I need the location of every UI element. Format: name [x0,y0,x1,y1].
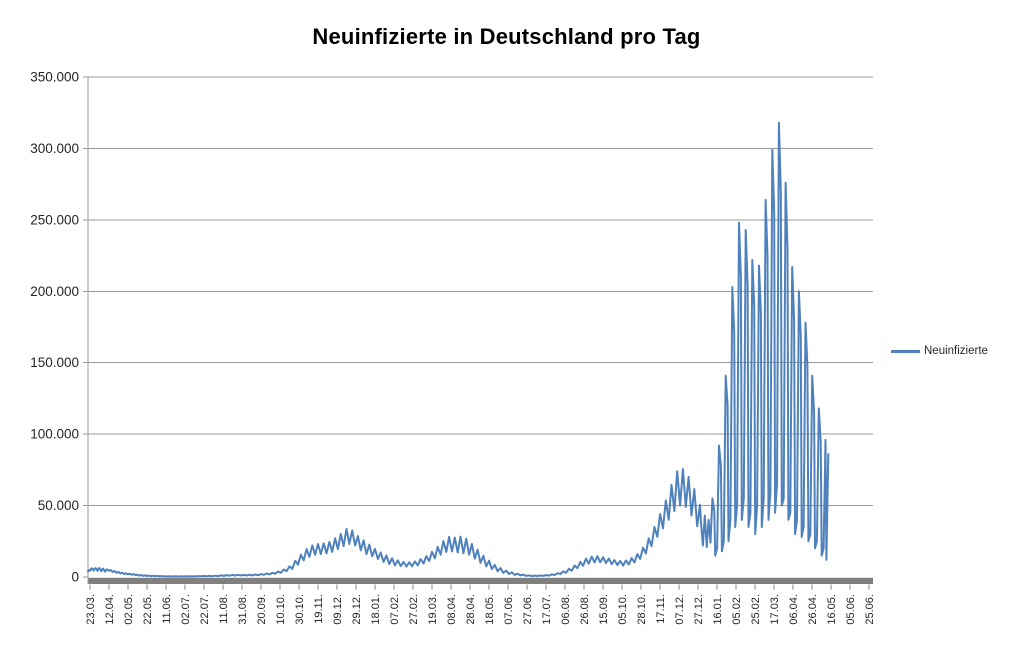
x-tick-label: 10.10. [275,594,287,625]
y-tick-label: 200.000 [30,284,79,299]
x-tick-label: 22.05. [142,594,154,625]
x-tick-label: 27.12. [693,594,705,625]
x-tick-label: 26.08. [579,594,591,625]
x-tick-label: 07.06. [503,594,515,625]
x-tick-label: 17.07. [541,594,553,625]
x-tick-label: 06.08. [560,594,572,625]
x-tick-label: 19.03. [427,594,439,625]
legend: Neuinfizierte [891,345,988,357]
x-tick-label: 30.10. [294,594,306,625]
x-axis-baseline-bar [88,577,873,584]
x-tick-label: 07.02. [389,594,401,625]
legend-label: Neuinfizierte [924,345,988,357]
x-tick-label: 27.02. [408,594,420,625]
x-tick-label: 15.09. [598,594,610,625]
x-tick-label: 28.10. [636,594,648,625]
x-tick-label: 02.07. [180,594,192,625]
x-tick-label: 16.01. [712,594,724,625]
x-tick-label: 28.04. [465,594,477,625]
chart-title: Neuinfizierte in Deutschland pro Tag [312,24,701,49]
x-tick-label: 02.05. [123,594,135,625]
x-tick-label: 08.04. [446,594,458,625]
x-tick-label: 05.10. [617,594,629,625]
legend-line-sample [891,349,920,353]
y-tick-label: 300.000 [30,141,79,156]
x-tick-label: 17.03. [769,594,781,625]
x-tick-label: 29.12. [351,594,363,625]
x-tick-label: 25.06. [864,594,876,625]
data-line-neuinfizierte [87,121,830,578]
y-tick-label: 100.000 [30,427,79,442]
x-tick-label: 11.08. [218,594,230,624]
x-tick-label: 17.11. [655,594,667,624]
x-tick-label: 25.02. [750,594,762,625]
x-tick-label: 16.05. [826,594,838,625]
x-tick-label: 27.06. [522,594,534,625]
x-tick-label: 05.06. [845,594,857,625]
x-tick-label: 05.02. [731,594,743,625]
x-tick-label: 23.03. [85,594,97,625]
x-tick-label: 20.09. [256,594,268,625]
x-tick-label: 26.04. [807,594,819,625]
y-tick-label: 150.000 [30,355,79,370]
x-tick-label: 11.06. [161,594,173,624]
y-tick-label: 350.000 [30,70,79,85]
x-tick-label: 09.12. [332,594,344,625]
x-tick-label: 22.07. [199,594,211,625]
x-tick-label: 19.11. [313,594,325,624]
x-tick-label: 18.05. [484,594,496,625]
y-tick-label: 0 [71,570,79,585]
x-tick-label: 31.08. [237,594,249,625]
x-tick-label: 18.01. [370,594,382,625]
y-tick-label: 50.000 [38,498,79,513]
x-tick-label: 07.12. [674,594,686,625]
y-tick-label: 250.000 [30,212,79,227]
x-tick-label: 12.04. [104,594,116,625]
x-tick-label: 06.04. [788,594,800,625]
